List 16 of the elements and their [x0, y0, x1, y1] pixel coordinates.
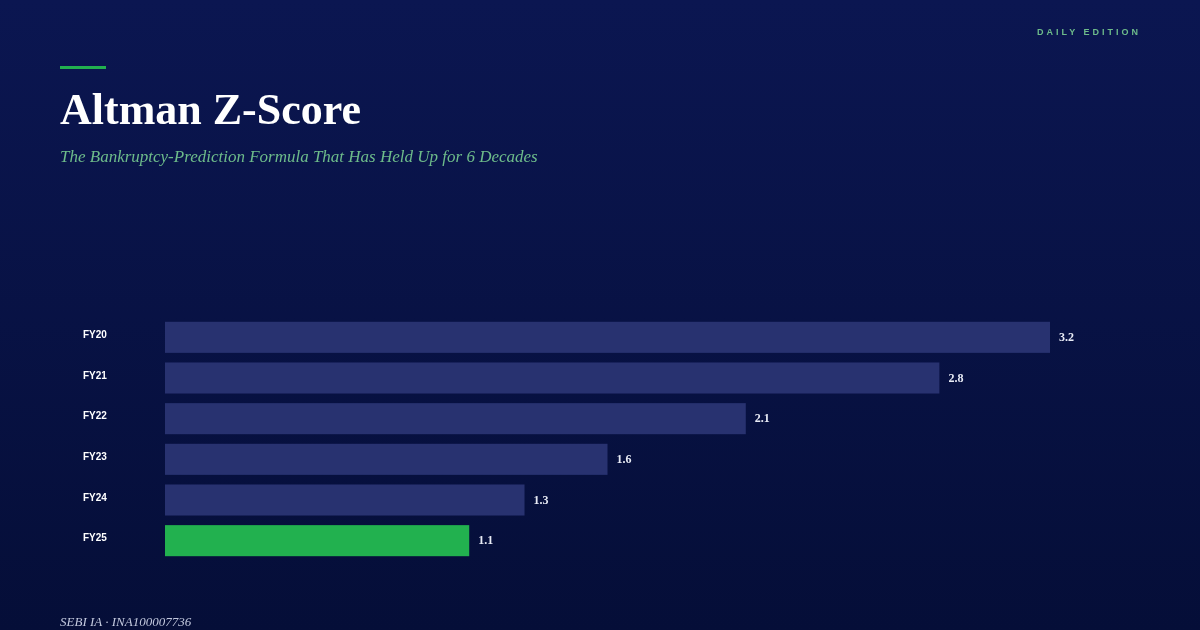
- text: DAILY EDITION: [1036, 27, 1141, 37]
- data-label: 1.1: [478, 533, 494, 548]
- y-tick-label: FY24: [83, 491, 108, 503]
- chart-title: Altman Z-Score: [60, 85, 362, 134]
- text: SEBI IA · INA100007736: [60, 614, 192, 629]
- y-tick-label: FY22: [83, 410, 108, 422]
- chart-subtitle: The Bankruptcy-Prediction Formula That Has Held Up for 6 Decades: [60, 147, 539, 166]
- y-tick-label: FY25: [83, 532, 108, 544]
- data-label: 2.8: [948, 370, 964, 385]
- y-tick-label: FY20: [83, 328, 108, 340]
- data-label: 1.6: [616, 452, 632, 467]
- data-label: 2.1: [754, 411, 770, 426]
- y-tick-label: FY23: [83, 450, 108, 462]
- y-tick-label: FY21: [83, 369, 108, 381]
- data-label: 3.2: [1059, 330, 1074, 345]
- data-label: 1.3: [533, 492, 549, 507]
